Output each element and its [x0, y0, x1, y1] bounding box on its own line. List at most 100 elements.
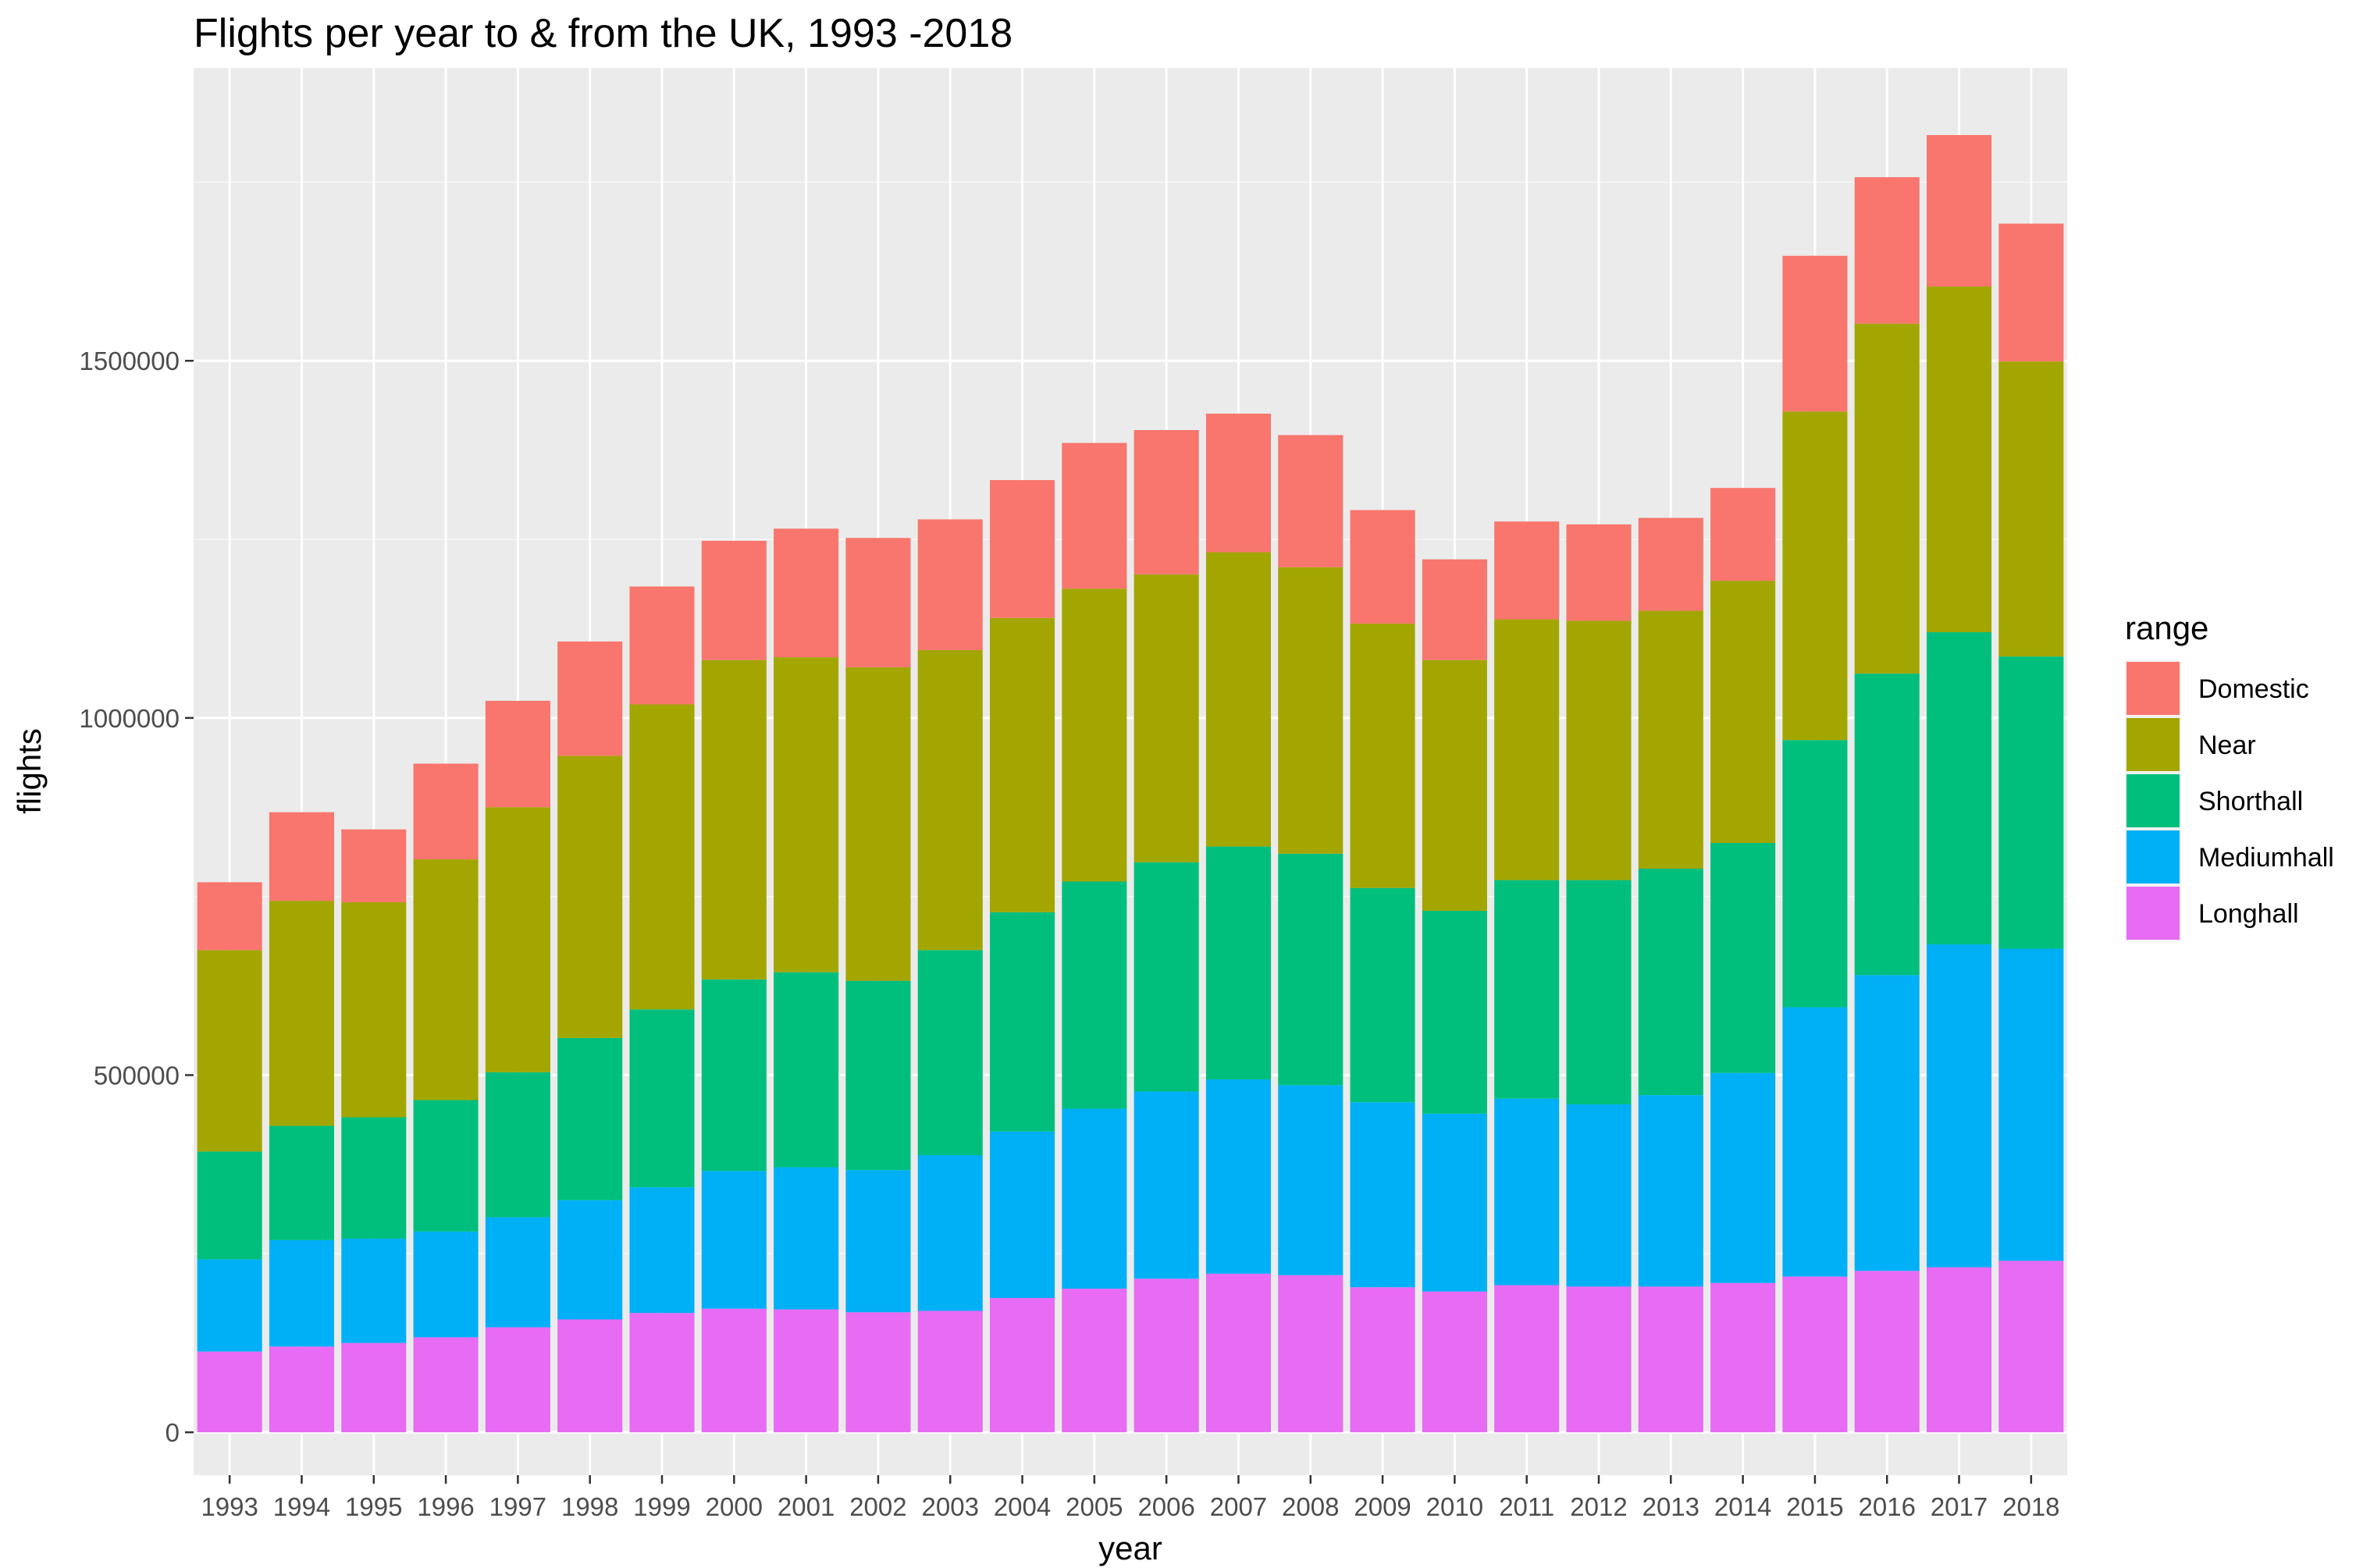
legend-label-domestic: Domestic	[2198, 674, 2309, 704]
bar-segment-shorthall-2014	[1710, 843, 1776, 1073]
bar-segment-domestic-1994	[269, 812, 334, 901]
bar-segment-domestic-2010	[1422, 559, 1487, 660]
bar-segment-longhall-2015	[1782, 1276, 1848, 1433]
bar-segment-near-2012	[1566, 620, 1632, 880]
bar-segment-shorthall-2010	[1422, 910, 1487, 1114]
bar-segment-near-2016	[1854, 323, 1920, 674]
bar-segment-shorthall-2001	[774, 972, 839, 1168]
bar-segment-domestic-2001	[774, 528, 839, 658]
legend-label-shorthall: Shorthall	[2198, 787, 2303, 816]
bar-segment-mediumhall-2005	[1062, 1108, 1127, 1289]
legend-title: range	[2125, 610, 2208, 646]
x-tick-label: 2005	[1066, 1492, 1123, 1521]
bar-segment-mediumhall-1998	[557, 1200, 623, 1320]
x-tick-label: 2015	[1786, 1492, 1843, 1521]
x-tick-label: 1999	[633, 1492, 690, 1521]
bar-segment-mediumhall-2007	[1205, 1079, 1271, 1274]
bar-segment-longhall-2004	[990, 1298, 1055, 1433]
bar-segment-near-2000	[701, 660, 767, 980]
bar-segment-shorthall-1996	[413, 1100, 479, 1232]
x-tick-label: 2006	[1137, 1492, 1194, 1521]
x-tick-label: 2000	[706, 1492, 763, 1521]
x-tick-label: 1997	[489, 1492, 546, 1521]
bar-segment-domestic-2009	[1350, 510, 1415, 624]
bar-segment-longhall-2018	[1998, 1260, 2064, 1433]
bar-segment-domestic-2003	[917, 519, 983, 650]
bar-segment-domestic-2012	[1566, 524, 1632, 621]
x-axis: 1993 1994 1995 1996 1997 1998 1999 2000 2001 2002…	[201, 1475, 2060, 1521]
x-tick-label: 2010	[1426, 1492, 1483, 1521]
bar-segment-longhall-1995	[341, 1342, 407, 1433]
bar-segment-near-2009	[1350, 624, 1415, 888]
x-tick-label: 1998	[561, 1492, 618, 1521]
bar-segment-shorthall-1997	[485, 1072, 550, 1218]
bar-segment-near-2007	[1205, 552, 1271, 847]
x-tick-label: 2016	[1859, 1492, 1916, 1521]
bar-segment-near-2004	[990, 617, 1055, 912]
bar-segment-near-2013	[1638, 610, 1703, 869]
bar-segment-domestic-1999	[629, 586, 695, 705]
bar-segment-mediumhall-2000	[701, 1171, 767, 1309]
bar-segment-longhall-2002	[845, 1312, 911, 1433]
bar-segment-longhall-2001	[774, 1309, 839, 1433]
bar-segment-domestic-1998	[557, 641, 623, 756]
x-tick-label: 2003	[922, 1492, 979, 1521]
bar-segment-shorthall-2002	[845, 980, 911, 1171]
bar-segment-mediumhall-2001	[774, 1167, 839, 1310]
bar-segment-near-1993	[197, 950, 262, 1152]
bar-segment-longhall-2000	[701, 1308, 767, 1433]
bar-segment-domestic-2002	[845, 538, 911, 667]
bar-segment-mediumhall-1997	[485, 1217, 550, 1328]
legend-swatch-shorthall	[2126, 774, 2180, 827]
bar-segment-longhall-2012	[1566, 1286, 1632, 1433]
bar-segment-near-2011	[1494, 619, 1560, 880]
bar-segment-shorthall-2000	[701, 979, 767, 1172]
bar-segment-near-1997	[485, 807, 550, 1072]
bar-segment-domestic-1996	[413, 763, 479, 860]
bar-segment-mediumhall-2015	[1782, 1007, 1848, 1277]
bar-segment-mediumhall-2014	[1710, 1072, 1776, 1283]
bar-segment-shorthall-1994	[269, 1125, 334, 1240]
bar-segment-longhall-2006	[1134, 1278, 1199, 1433]
bar-segment-shorthall-1995	[341, 1117, 407, 1239]
bar-segment-mediumhall-2017	[1927, 944, 1992, 1268]
x-tick-label: 2007	[1210, 1492, 1267, 1521]
x-tick-label: 2001	[778, 1492, 835, 1521]
bar-segment-shorthall-2013	[1638, 868, 1703, 1096]
legend: range Domestic Near Shorthall Mediumhall Lon…	[2125, 610, 2334, 941]
bar-segment-domestic-2007	[1205, 413, 1271, 553]
bar-segment-domestic-1993	[197, 882, 262, 951]
bar-segment-mediumhall-2012	[1566, 1104, 1632, 1287]
legend-label-longhall: Longhall	[2198, 899, 2299, 929]
bar-segment-shorthall-2004	[990, 912, 1055, 1132]
bar-segment-longhall-2016	[1854, 1271, 1920, 1433]
bar-segment-domestic-2014	[1710, 488, 1776, 581]
bar-segment-near-1996	[413, 859, 479, 1100]
bar-segment-mediumhall-2018	[1998, 948, 2064, 1261]
bar-segment-longhall-1999	[629, 1313, 695, 1433]
bar-segment-shorthall-2018	[1998, 656, 2064, 949]
bar-segment-mediumhall-2003	[917, 1154, 983, 1311]
bar-segment-shorthall-2003	[917, 950, 983, 1155]
bar-segment-mediumhall-1999	[629, 1187, 695, 1314]
x-tick-label: 2008	[1282, 1492, 1339, 1521]
x-tick-label: 2017	[1931, 1492, 1988, 1521]
bar-segment-mediumhall-2011	[1494, 1098, 1560, 1285]
x-tick-label: 2004	[994, 1492, 1051, 1521]
bar-segment-longhall-2011	[1494, 1285, 1560, 1433]
bar-segment-domestic-2005	[1062, 443, 1127, 589]
bar-segment-near-2015	[1782, 411, 1848, 741]
bar-segment-domestic-2000	[701, 540, 767, 660]
chart-title: Flights per year to & from the UK, 1993 …	[194, 11, 1013, 56]
bar-segment-longhall-1996	[413, 1337, 479, 1433]
bar-segment-longhall-1994	[269, 1346, 334, 1433]
y-axis-title: flights	[11, 728, 48, 814]
bar-segment-longhall-2017	[1927, 1267, 1992, 1433]
bar-segment-near-2005	[1062, 588, 1127, 882]
bar-segment-near-1999	[629, 704, 695, 1010]
bars-group	[197, 135, 2064, 1433]
bar-segment-longhall-2007	[1205, 1273, 1271, 1433]
bar-segment-shorthall-2017	[1927, 632, 1992, 944]
bar-segment-shorthall-2009	[1350, 887, 1415, 1103]
